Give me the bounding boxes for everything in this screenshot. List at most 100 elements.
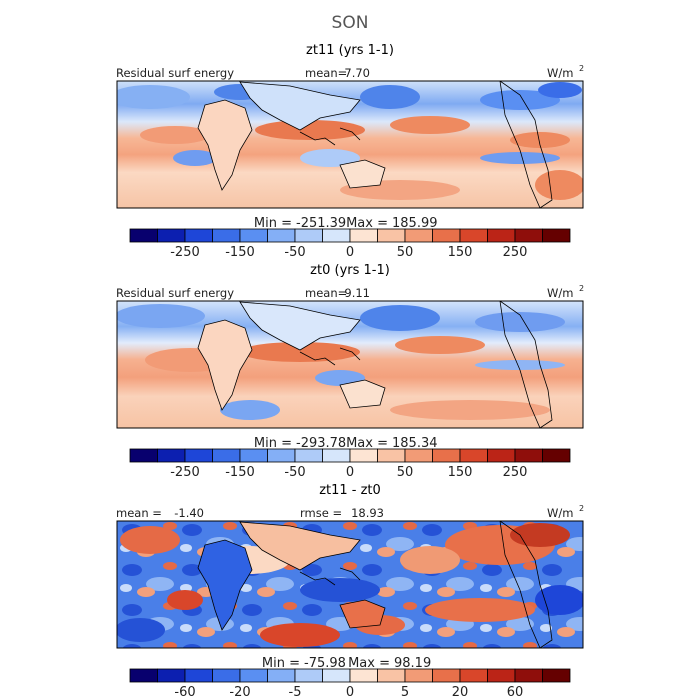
colorbar-tick-label: 50 — [397, 465, 414, 480]
colorbar-tick-label: -50 — [284, 465, 305, 480]
colorbar-tick-label: 5 — [401, 685, 409, 700]
colorbar-tick-label: 250 — [503, 465, 528, 480]
colorbar-tick-label: -20 — [229, 685, 250, 700]
svg-text:W/m: W/m — [547, 66, 573, 80]
colorbar-tick-label: 50 — [397, 245, 414, 260]
svg-text:W/m: W/m — [547, 506, 573, 520]
mean-label: mean= — [305, 66, 347, 80]
mean-label: mean = -1.40 — [116, 506, 204, 520]
colorbar-swatch — [514, 448, 543, 463]
colorbar-swatch — [377, 228, 406, 243]
panel-title: zt11 (yrs 1-1) — [306, 43, 394, 58]
colorbar-tick-label: -60 — [174, 685, 195, 700]
svg-text:185.34: 185.34 — [392, 436, 438, 451]
map-frame — [116, 80, 584, 209]
svg-text:-1.40: -1.40 — [174, 506, 204, 520]
panel-title: zt11 - zt0 — [319, 483, 381, 498]
colorbar-swatch — [184, 228, 213, 243]
colorbar-swatch — [322, 668, 351, 683]
panel-3: zt11 - zt0 mean = -1.40 rmse = 18.93 W/m… — [116, 483, 584, 700]
mean-value: 7.70 — [344, 66, 370, 80]
svg-text:-293.78: -293.78 — [296, 436, 346, 451]
min-max-line: Min = -293.78 Max = 185.34 — [254, 436, 438, 451]
colorbar-tick-label: 0 — [346, 685, 354, 700]
svg-text:Min =: Min = — [254, 436, 292, 451]
svg-text:Max =: Max = — [346, 216, 388, 231]
colorbar-swatch — [212, 228, 241, 243]
colorbar-swatch — [129, 668, 158, 683]
colorbar-swatch — [459, 668, 488, 683]
mean-value: 9.11 — [344, 286, 370, 300]
colorbar-swatch — [487, 228, 516, 243]
svg-text:2: 2 — [579, 284, 584, 293]
field-label: Residual surf energy — [116, 66, 234, 80]
colorbar-swatch — [322, 228, 351, 243]
colorbar-tick-label: 150 — [448, 245, 473, 260]
svg-text:rmse =: rmse = — [300, 506, 342, 520]
colorbar-tick-label: -250 — [170, 465, 200, 480]
map-frame — [116, 300, 584, 429]
colorbar-swatch — [322, 448, 351, 463]
panel-1: zt11 (yrs 1-1) Residual surf energy mean… — [116, 43, 584, 260]
colorbar-swatch — [432, 228, 461, 243]
colorbar-tick-label: -250 — [170, 245, 200, 260]
colorbar-swatch — [432, 668, 461, 683]
min-max-line: Min = -75.98 Max = 98.19 — [262, 656, 431, 671]
colorbar-swatch — [542, 668, 571, 683]
colorbar-swatch — [377, 668, 406, 683]
colorbar-swatch — [239, 448, 268, 463]
svg-text:2: 2 — [579, 504, 584, 513]
field-label: Residual surf energy — [116, 286, 234, 300]
colorbar-tick-label: 250 — [503, 245, 528, 260]
colorbar-swatch — [212, 448, 241, 463]
colorbar-swatch — [377, 448, 406, 463]
panel-2: zt0 (yrs 1-1) Residual surf energy mean=… — [116, 263, 584, 480]
colorbar-swatch — [184, 448, 213, 463]
colorbar-swatch — [157, 668, 186, 683]
colorbar-tick-label: -150 — [225, 245, 255, 260]
svg-text:Min =: Min = — [254, 216, 292, 231]
colorbar-tick-label: -150 — [225, 465, 255, 480]
colorbar-swatch — [294, 668, 323, 683]
colorbar-tick-label: 60 — [507, 685, 524, 700]
colorbar-swatch — [349, 448, 378, 463]
colorbar-swatch — [267, 228, 296, 243]
colorbar-swatch — [129, 228, 158, 243]
season-title: SON — [332, 13, 369, 33]
colorbar-swatch — [212, 668, 241, 683]
map-field — [117, 81, 583, 208]
colorbar-swatch — [294, 228, 323, 243]
colorbar-swatch — [404, 668, 433, 683]
colorbar-swatch — [129, 448, 158, 463]
colorbar-swatch — [239, 668, 268, 683]
map-field — [117, 301, 583, 428]
colorbar-swatch — [349, 228, 378, 243]
colorbar: -60 -20 -5 0 5 20 60 — [129, 668, 571, 700]
svg-text:-251.39: -251.39 — [296, 216, 346, 231]
colorbar-tick-label: -50 — [284, 245, 305, 260]
svg-text:2: 2 — [579, 64, 584, 73]
colorbar-tick-label: 0 — [346, 245, 354, 260]
colorbar-swatch — [239, 228, 268, 243]
colorbar-tick-label: -5 — [289, 685, 302, 700]
min-max-line: Min = -251.39 Max = 185.99 — [254, 216, 438, 231]
units-label: W/m 2 — [547, 504, 584, 520]
svg-text:W/m: W/m — [547, 286, 573, 300]
rmse-label: rmse = 18.93 — [300, 506, 384, 520]
map-frame — [116, 520, 584, 649]
colorbar-tick-label: 0 — [346, 465, 354, 480]
panel-title: zt0 (yrs 1-1) — [310, 263, 390, 278]
colorbar-swatch — [514, 228, 543, 243]
colorbar-swatch — [542, 228, 571, 243]
svg-text:Max =: Max = — [348, 656, 390, 671]
colorbar-swatch — [487, 448, 516, 463]
colorbar-swatch — [349, 668, 378, 683]
colorbar-swatch — [294, 448, 323, 463]
colorbar-tick-label: 150 — [448, 465, 473, 480]
units-label: W/m 2 — [547, 284, 584, 300]
svg-text:Max =: Max = — [346, 436, 388, 451]
units-label: W/m 2 — [547, 64, 584, 80]
svg-text:mean =: mean = — [116, 506, 162, 520]
svg-text:-75.98: -75.98 — [304, 656, 346, 671]
